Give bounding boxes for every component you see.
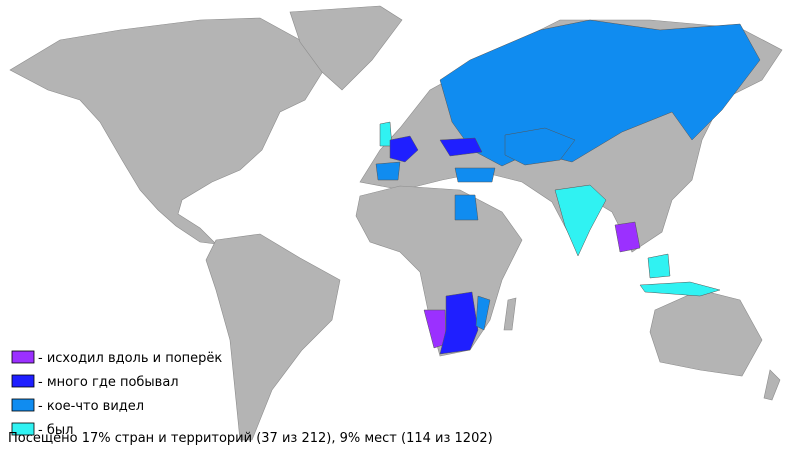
- kazakhstan: [504, 127, 576, 166]
- borneo: [647, 253, 671, 279]
- indochina: [614, 221, 641, 253]
- south-africa: [439, 291, 479, 355]
- legend-label: - кое-что видел: [38, 399, 144, 414]
- legend-swatch: [11, 350, 35, 364]
- new-zealand: [763, 369, 781, 401]
- visited-regions: [375, 19, 761, 355]
- turkey: [454, 167, 496, 183]
- south-america: [205, 233, 341, 441]
- legend-label: - был: [38, 423, 73, 438]
- north-america: [9, 17, 331, 245]
- russia: [439, 19, 761, 167]
- australia: [649, 289, 763, 377]
- legend-label: - исходил вдоль и поперёк: [38, 351, 222, 366]
- spain: [375, 161, 401, 181]
- india: [554, 184, 607, 257]
- france: [389, 135, 419, 163]
- legend-label: - много где побывал: [38, 375, 179, 390]
- ukraine: [439, 137, 483, 157]
- egypt: [454, 194, 479, 221]
- madagascar: [503, 297, 517, 331]
- mozambique: [475, 295, 491, 331]
- indonesia: [639, 281, 721, 297]
- legend-swatch: [11, 398, 35, 412]
- caption: Посещено 17% стран и территорий (37 из 2…: [8, 431, 493, 446]
- greenland: [289, 5, 403, 91]
- legend-swatch: [11, 374, 35, 388]
- legend-swatch: [11, 422, 35, 436]
